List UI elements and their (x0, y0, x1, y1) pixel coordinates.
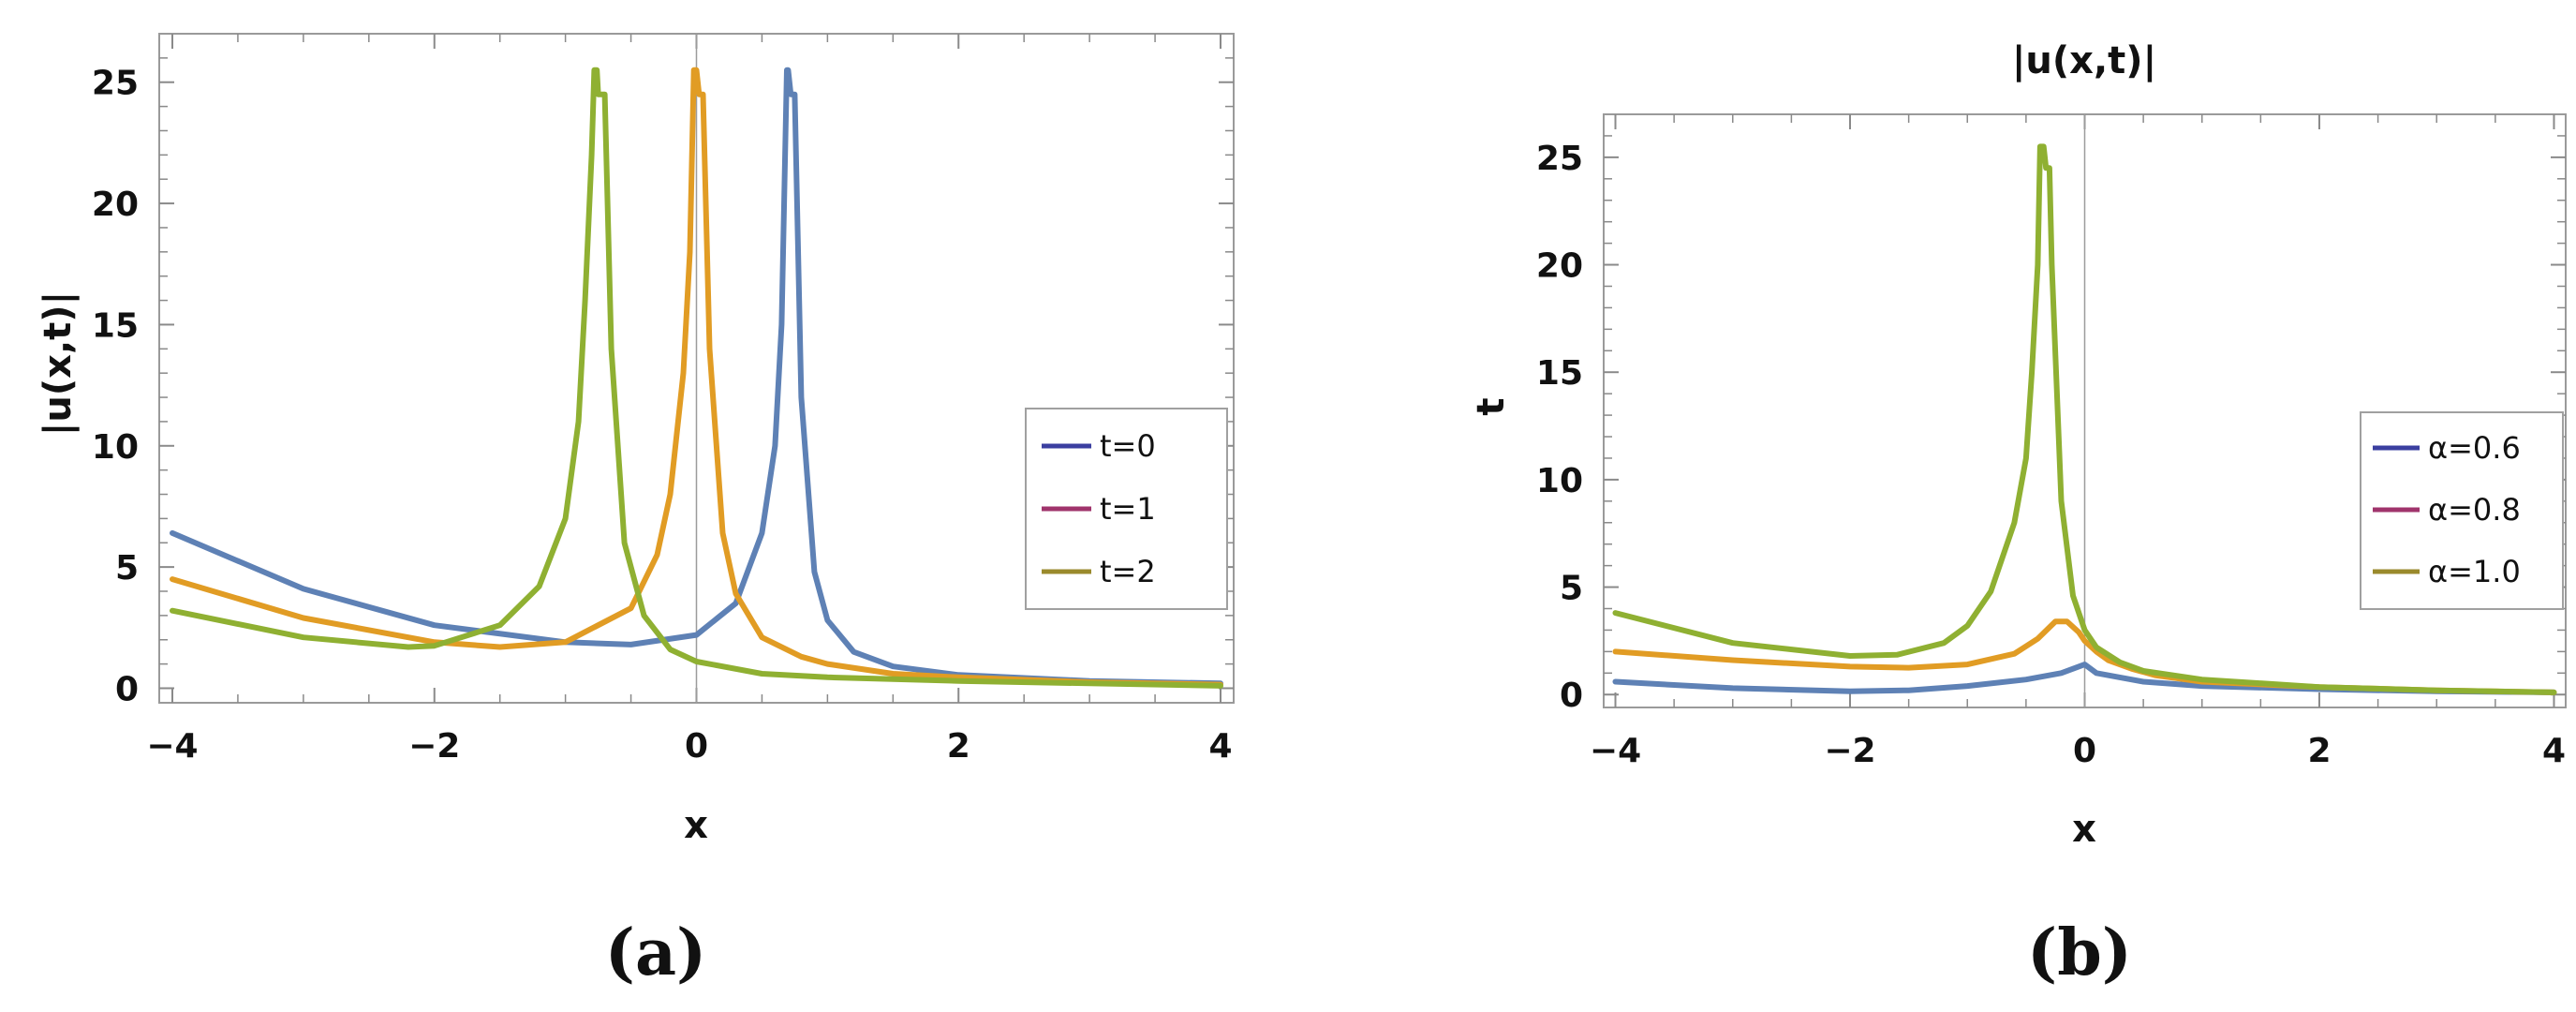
panel-b-x-tick-label: −4 (1590, 732, 1641, 770)
panel-b-chart: 0 5 10 15 20 25 −4 −2 0 2 4 |u(x,t)| x t α=0.6 α=… (1470, 39, 2567, 990)
panel-b-title: |u(x,t)| (2012, 39, 2156, 83)
panel-b-y-tick-label: 20 (1536, 247, 1583, 286)
panel-b-y-tick-label: 0 (1560, 677, 1583, 715)
panel-b-curves (1612, 143, 2557, 695)
panel-b-series-1-line (1612, 662, 2557, 695)
panel-b-y-axis-label: t (1470, 397, 1513, 415)
panel-b-x-tick-label: 0 (2073, 732, 2096, 770)
panel-a-y-tick-labels: 0 5 10 15 20 25 (92, 65, 139, 709)
panel-b-x-axis-label: x (2072, 808, 2096, 851)
panel-a-series-1-line (170, 67, 1223, 687)
panel-a-x-tick-label: 2 (947, 727, 970, 766)
panel-b-legend-label-1: α=0.6 (2428, 430, 2521, 466)
panel-a-legend: t=0 t=1 t=2 (1025, 408, 1228, 610)
panel-b-caption: (b) (2027, 915, 2132, 990)
panel-b-y-tick-label: 25 (1536, 140, 1583, 178)
panel-a-y-axis-label: |u(x,t)| (37, 291, 81, 436)
panel-b-legend: α=0.6 α=0.8 α=1.0 (2360, 411, 2564, 610)
panel-a-x-tick-label: 0 (685, 727, 708, 766)
panel-b-y-tick-label: 15 (1536, 354, 1583, 393)
panel-a-curves (170, 67, 1223, 689)
panel-a-x-tick-label: −2 (408, 727, 460, 766)
panel-a-y-tick-label: 25 (92, 65, 139, 103)
panel-a-legend-label-1: t=0 (1100, 428, 1156, 464)
panel-b-x-tick-label: 2 (2307, 732, 2331, 770)
panel-a-y-tick-label: 10 (92, 428, 139, 467)
panel-b-y-tick-label: 10 (1536, 462, 1583, 500)
panel-a-chart: 0 5 10 15 20 25 −4 −2 0 2 4 x |u(x,t)| t=0 t=1 t=… (37, 33, 1235, 990)
panel-a-y-tick-label: 0 (115, 670, 139, 708)
panel-b-legend-label-3: α=1.0 (2428, 554, 2521, 589)
panel-b-series-3-line (1612, 143, 2557, 695)
panel-b-y-tick-labels: 0 5 10 15 20 25 (1536, 140, 1583, 715)
panel-a-series-3-line (170, 67, 1223, 689)
panel-a-x-tick-label: 4 (1208, 727, 1232, 766)
panel-a-x-tick-labels: −4 −2 0 2 4 (146, 727, 1232, 766)
panel-a-y-tick-label: 20 (92, 186, 139, 224)
panel-a-caption: (a) (605, 915, 706, 990)
panel-a-legend-label-3: t=2 (1100, 554, 1156, 589)
panel-a-x-axis-label: x (684, 804, 708, 847)
panel-a-legend-label-2: t=1 (1100, 491, 1156, 527)
panel-b-x-tick-label: 4 (2542, 732, 2566, 770)
panel-b-legend-label-2: α=0.8 (2428, 492, 2521, 528)
panel-a-series-2-line (170, 67, 1223, 688)
panel-b-y-tick-label: 5 (1560, 570, 1583, 608)
panel-b-x-tick-label: −2 (1824, 732, 1875, 770)
panel-b-x-tick-labels: −4 −2 0 2 4 (1590, 732, 2566, 770)
panel-a-y-tick-label: 5 (115, 549, 139, 588)
panel-a-x-tick-label: −4 (146, 727, 198, 766)
panel-a-y-tick-label: 15 (92, 306, 139, 345)
panel-b-legend-box (2360, 411, 2564, 610)
